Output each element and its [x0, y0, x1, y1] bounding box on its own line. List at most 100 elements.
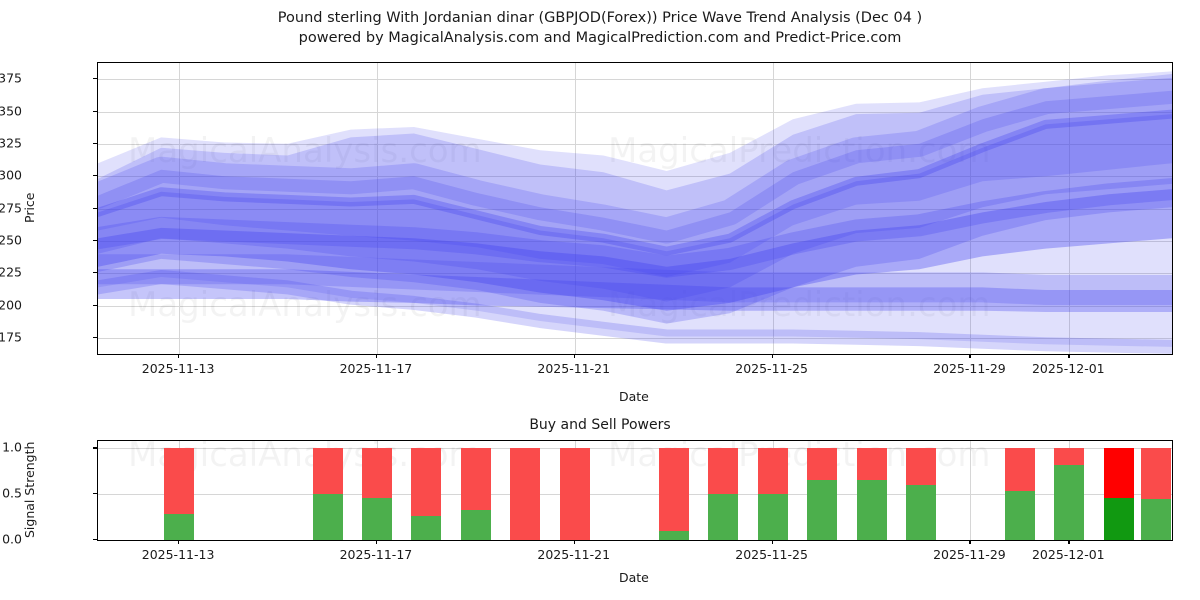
price-chart-plot-area: MagicalAnalysis.com MagicalPrediction.com…	[97, 62, 1173, 355]
gridline-horizontal	[98, 494, 1172, 496]
x-axis-tick-mark	[1068, 540, 1070, 544]
x-axis-tick-label: 2025-11-29	[933, 361, 1006, 376]
y-axis-tick-mark	[93, 539, 97, 541]
x-axis-tick-mark	[375, 540, 378, 544]
watermark-magicalprediction: MagicalPrediction.com	[608, 285, 991, 325]
gridline-vertical	[179, 63, 181, 354]
buy-power-segment	[757, 494, 788, 540]
x-axis-tick-label: 2025-11-21	[537, 547, 611, 562]
chart-title-block: Pound sterling With Jordanian dinar (GBP…	[0, 8, 1200, 48]
gridline-horizontal	[98, 143, 1172, 145]
sell-power-segment	[807, 448, 837, 480]
watermark-magicalanalysis: MagicalAnalysis.com	[128, 285, 482, 325]
y-axis-tick-label: 0.0	[2, 531, 22, 547]
sell-power-segment	[1004, 448, 1035, 492]
y-axis-tick-label: 0.9200	[0, 297, 22, 312]
wave-band-3	[98, 90, 1172, 302]
y-axis-tick-mark	[93, 110, 97, 112]
sell-power-segment	[164, 448, 195, 515]
signal-chart-plot-area: MagicalAnalysis.comMagicalPrediction.com	[97, 440, 1173, 541]
signal-bar[interactable]	[658, 448, 689, 540]
buy-power-segment	[807, 479, 837, 540]
sell-power-segment	[312, 448, 343, 495]
y-axis-tick-label: 0.9300	[0, 167, 22, 183]
gridline-horizontal	[98, 240, 1172, 242]
signal-bar[interactable]	[856, 448, 887, 540]
x-axis-tick-mark	[969, 540, 971, 544]
x-axis-tick-label: 2025-11-13	[141, 361, 215, 376]
signal-bar[interactable]	[1004, 448, 1035, 540]
wave-band-6	[98, 269, 1172, 312]
signal-bar[interactable]	[1140, 448, 1171, 540]
x-axis-tick-mark	[1068, 354, 1070, 358]
signal-bar[interactable]	[411, 448, 442, 540]
price-chart-wave-bands	[98, 71, 1172, 354]
gridline-horizontal	[98, 208, 1172, 210]
y-axis-tick-mark	[93, 239, 97, 242]
x-axis-tick-mark	[178, 540, 180, 544]
wave-envelope-flat	[98, 254, 1172, 305]
sell-power-segment	[905, 448, 936, 485]
sell-power-segment	[658, 448, 689, 531]
y-axis-tick-mark	[93, 272, 97, 274]
gridline-vertical	[1069, 63, 1071, 354]
sell-power-segment	[361, 448, 392, 498]
gridline-vertical	[970, 63, 972, 354]
signal-bar[interactable]	[1103, 448, 1134, 540]
price-chart-gridlines	[98, 63, 1172, 354]
x-axis-tick-label: 2025-11-25	[735, 547, 808, 562]
buy-power-segment	[1004, 491, 1035, 540]
price-chart-x-axis-title: Date	[619, 389, 649, 404]
gridline-horizontal	[98, 273, 1172, 275]
x-axis-tick-label: 2025-11-29	[933, 547, 1006, 562]
wave-band-2	[98, 74, 1172, 277]
signal-bar[interactable]	[1054, 448, 1085, 540]
sell-power-segment	[708, 448, 739, 495]
signal-bar[interactable]	[559, 448, 590, 540]
signal-bar[interactable]	[312, 448, 343, 540]
y-axis-tick-mark	[93, 207, 97, 209]
signal-bar[interactable]	[807, 448, 837, 540]
x-axis-tick-label: 2025-11-13	[141, 547, 215, 562]
y-axis-tick-mark	[93, 493, 97, 495]
x-axis-tick-mark	[178, 354, 180, 358]
y-axis-tick-mark	[93, 175, 97, 177]
y-axis-tick-label: 0.9225	[0, 264, 22, 280]
buy-power-segment	[1103, 497, 1134, 540]
buy-power-segment	[361, 497, 392, 540]
gridline-horizontal	[98, 111, 1172, 113]
signal-bar[interactable]	[708, 448, 739, 540]
signal-bar[interactable]	[164, 448, 195, 540]
sell-power-segment	[757, 448, 788, 495]
x-axis-tick-mark	[573, 354, 575, 358]
signal-bar[interactable]	[460, 448, 491, 540]
signal-chart-x-axis-title: Date	[619, 570, 649, 585]
buy-power-segment	[164, 514, 195, 540]
wave-band-1	[98, 71, 1172, 347]
signal-bar[interactable]	[361, 448, 392, 540]
watermark-magicalanalysis: MagicalAnalysis.com	[128, 131, 482, 171]
x-axis-tick-label: 2025-11-21	[537, 361, 611, 376]
x-axis-tick-label: 2025-12-01	[1031, 547, 1105, 562]
x-axis-tick-label: 2025-11-17	[339, 361, 413, 376]
y-axis-tick-label: 0.5	[2, 485, 22, 501]
sell-power-segment	[1103, 448, 1134, 498]
gridline-vertical	[574, 63, 576, 354]
y-axis-tick-label: 0.9350	[0, 103, 22, 118]
gridline-vertical	[376, 63, 378, 354]
x-axis-tick-mark	[771, 354, 773, 358]
chart-title-line-1: Pound sterling With Jordanian dinar (GBP…	[277, 10, 923, 26]
y-axis-tick-mark	[93, 447, 97, 449]
y-axis-tick-mark	[93, 336, 97, 339]
signal-bar[interactable]	[757, 448, 788, 540]
signal-bar[interactable]	[510, 448, 541, 540]
buy-power-segment	[1140, 498, 1171, 540]
wave-envelope-upper	[98, 77, 1172, 244]
buy-power-segment	[856, 479, 887, 540]
y-axis-tick-label: 0.9275	[0, 200, 22, 215]
gridline-vertical	[772, 63, 774, 354]
y-axis-tick-mark	[93, 304, 97, 306]
signal-bar[interactable]	[905, 448, 936, 540]
y-axis-tick-label: 0.9175	[0, 329, 22, 345]
